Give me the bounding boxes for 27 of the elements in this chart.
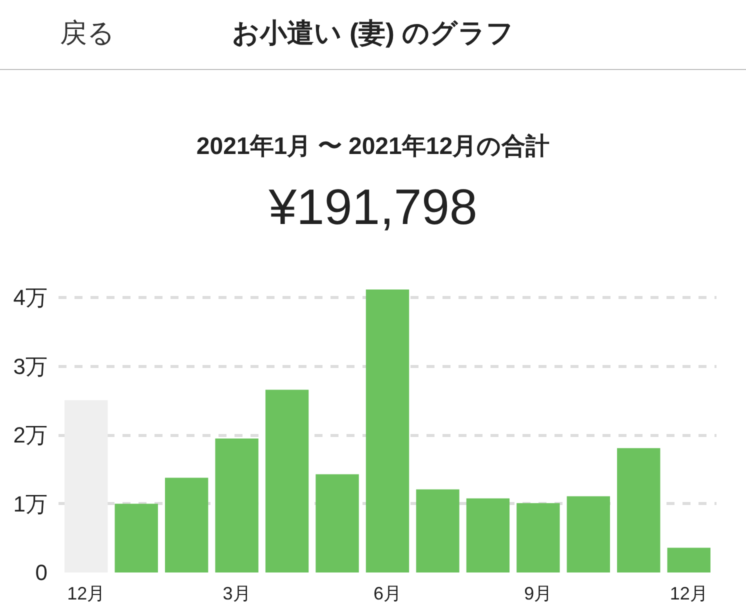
bar bbox=[64, 400, 108, 572]
bar bbox=[316, 474, 359, 572]
bar bbox=[516, 503, 560, 572]
x-tick-label: 12月 bbox=[670, 584, 708, 604]
y-tick-label: 1万 bbox=[13, 491, 48, 516]
bar bbox=[667, 548, 710, 572]
x-tick-label: 12月 bbox=[67, 584, 106, 604]
y-tick-label: 4万 bbox=[13, 285, 48, 310]
bar bbox=[366, 290, 410, 572]
bar bbox=[617, 448, 660, 572]
bar bbox=[466, 498, 510, 572]
x-tick-label: 3月 bbox=[222, 584, 251, 604]
x-tick-label: 9月 bbox=[524, 584, 552, 604]
chart-subtitle: 2021年1月 〜 2021年12月の合計 bbox=[195, 132, 551, 162]
y-tick-label: 2万 bbox=[13, 422, 48, 448]
chart-title: お小遣い (妻) のグラフ bbox=[232, 18, 514, 48]
bar bbox=[416, 489, 460, 572]
bar bbox=[114, 504, 158, 572]
bar bbox=[215, 438, 258, 572]
x-tick-label: 6月 bbox=[373, 584, 402, 604]
y-tick-label: 3万 bbox=[13, 354, 48, 379]
text: ¥191,798 bbox=[268, 178, 478, 238]
text: 戻る bbox=[60, 17, 115, 50]
bar bbox=[566, 496, 610, 572]
bar bbox=[164, 478, 208, 572]
y-tick-label: 0 bbox=[35, 560, 48, 585]
bar bbox=[265, 390, 309, 572]
